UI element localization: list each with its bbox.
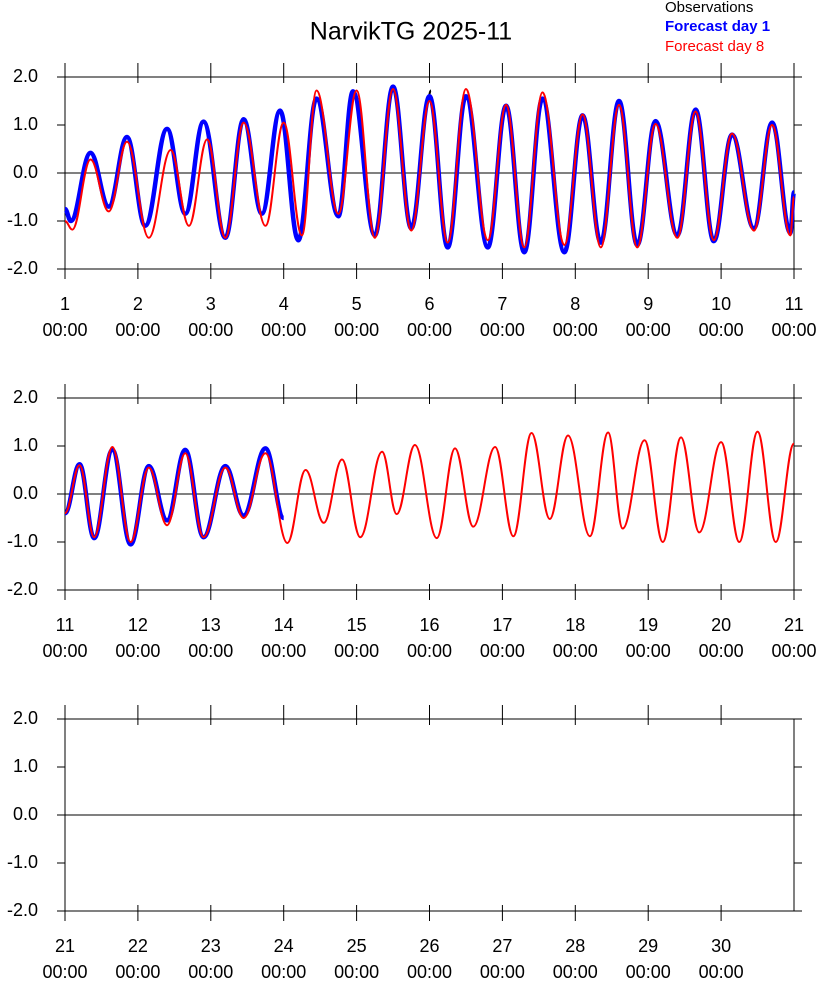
x-tick-label: 29 — [638, 936, 658, 956]
chart-title: NarvikTG 2025-11 — [310, 18, 512, 46]
x-tick-sublabel: 00:00 — [407, 320, 452, 340]
x-tick-sublabel: 00:00 — [261, 320, 306, 340]
x-tick-sublabel: 00:00 — [626, 641, 671, 661]
y-tick-label: 1.0 — [13, 756, 38, 776]
x-tick-label: 11 — [785, 294, 804, 314]
series-line — [64, 88, 795, 249]
x-tick-sublabel: 00:00 — [699, 962, 744, 981]
y-tick-label: -1.0 — [7, 852, 38, 872]
x-tick-label: 26 — [419, 936, 439, 956]
x-tick-label: 18 — [565, 615, 585, 635]
x-tick-sublabel: 00:00 — [480, 962, 525, 981]
x-tick-sublabel: 00:00 — [188, 320, 233, 340]
x-tick-label: 24 — [274, 936, 294, 956]
x-tick-label: 28 — [565, 936, 585, 956]
series-line — [64, 430, 795, 544]
x-tick-label: 21 — [784, 615, 804, 635]
x-tick-sublabel: 00:00 — [699, 320, 744, 340]
x-tick-sublabel: 00:00 — [188, 962, 233, 981]
x-tick-sublabel: 00:00 — [480, 641, 525, 661]
legend-entry: Forecast day 8 — [665, 38, 764, 55]
y-tick-label: 2.0 — [13, 387, 38, 407]
y-tick-label: 2.0 — [13, 708, 38, 728]
y-tick-label: -2.0 — [7, 579, 38, 599]
x-tick-label: 2 — [133, 294, 143, 314]
y-tick-label: 0.0 — [13, 483, 38, 503]
x-tick-label: 6 — [424, 294, 434, 314]
x-tick-label: 21 — [55, 936, 75, 956]
y-tick-label: -2.0 — [7, 258, 38, 278]
x-tick-sublabel: 00:00 — [115, 320, 160, 340]
x-tick-label: 4 — [279, 294, 289, 314]
x-tick-label: 14 — [274, 615, 294, 635]
x-tick-label: 22 — [128, 936, 148, 956]
x-tick-sublabel: 00:00 — [553, 962, 598, 981]
y-tick-label: 0.0 — [13, 804, 38, 824]
y-tick-label: -1.0 — [7, 210, 38, 230]
x-tick-sublabel: 00:00 — [42, 641, 87, 661]
x-tick-label: 25 — [347, 936, 367, 956]
x-tick-label: 17 — [492, 615, 512, 635]
x-tick-sublabel: 00:00 — [699, 641, 744, 661]
x-tick-sublabel: 00:00 — [261, 641, 306, 661]
x-tick-label: 11 — [56, 615, 75, 635]
x-tick-sublabel: 00:00 — [42, 962, 87, 981]
x-tick-label: 3 — [206, 294, 216, 314]
x-tick-sublabel: 00:00 — [626, 320, 671, 340]
x-tick-label: 19 — [638, 615, 658, 635]
x-tick-sublabel: 00:00 — [553, 320, 598, 340]
series-line — [63, 84, 797, 255]
y-tick-label: -2.0 — [7, 900, 38, 920]
y-tick-label: -1.0 — [7, 531, 38, 551]
y-tick-label: 0.0 — [13, 162, 38, 182]
x-tick-label: 1 — [60, 294, 70, 314]
x-tick-sublabel: 00:00 — [480, 320, 525, 340]
x-tick-label: 10 — [711, 294, 731, 314]
x-tick-label: 27 — [492, 936, 512, 956]
x-tick-sublabel: 00:00 — [771, 641, 816, 661]
x-tick-label: 13 — [201, 615, 221, 635]
x-tick-label: 8 — [570, 294, 580, 314]
x-tick-label: 5 — [352, 294, 362, 314]
x-tick-label: 12 — [128, 615, 148, 635]
x-tick-sublabel: 00:00 — [42, 320, 87, 340]
x-tick-sublabel: 00:00 — [553, 641, 598, 661]
x-tick-sublabel: 00:00 — [407, 641, 452, 661]
x-tick-label: 30 — [711, 936, 731, 956]
x-tick-label: 15 — [347, 615, 367, 635]
y-tick-label: 1.0 — [13, 435, 38, 455]
x-tick-label: 20 — [711, 615, 731, 635]
x-tick-label: 23 — [201, 936, 221, 956]
x-tick-sublabel: 00:00 — [334, 641, 379, 661]
x-tick-sublabel: 00:00 — [407, 962, 452, 981]
x-tick-sublabel: 00:00 — [115, 962, 160, 981]
x-tick-sublabel: 00:00 — [334, 320, 379, 340]
x-tick-label: 7 — [497, 294, 507, 314]
x-tick-label: 9 — [643, 294, 653, 314]
x-tick-sublabel: 00:00 — [771, 320, 816, 340]
x-tick-label: 16 — [419, 615, 439, 635]
y-tick-label: 2.0 — [13, 66, 38, 86]
x-tick-sublabel: 00:00 — [626, 962, 671, 981]
x-tick-sublabel: 00:00 — [188, 641, 233, 661]
x-tick-sublabel: 00:00 — [334, 962, 379, 981]
legend-entry: Forecast day 1 — [665, 18, 770, 35]
x-tick-sublabel: 00:00 — [115, 641, 160, 661]
x-tick-sublabel: 00:00 — [261, 962, 306, 981]
legend-entry: Observations — [665, 0, 753, 16]
y-tick-label: 1.0 — [13, 114, 38, 134]
